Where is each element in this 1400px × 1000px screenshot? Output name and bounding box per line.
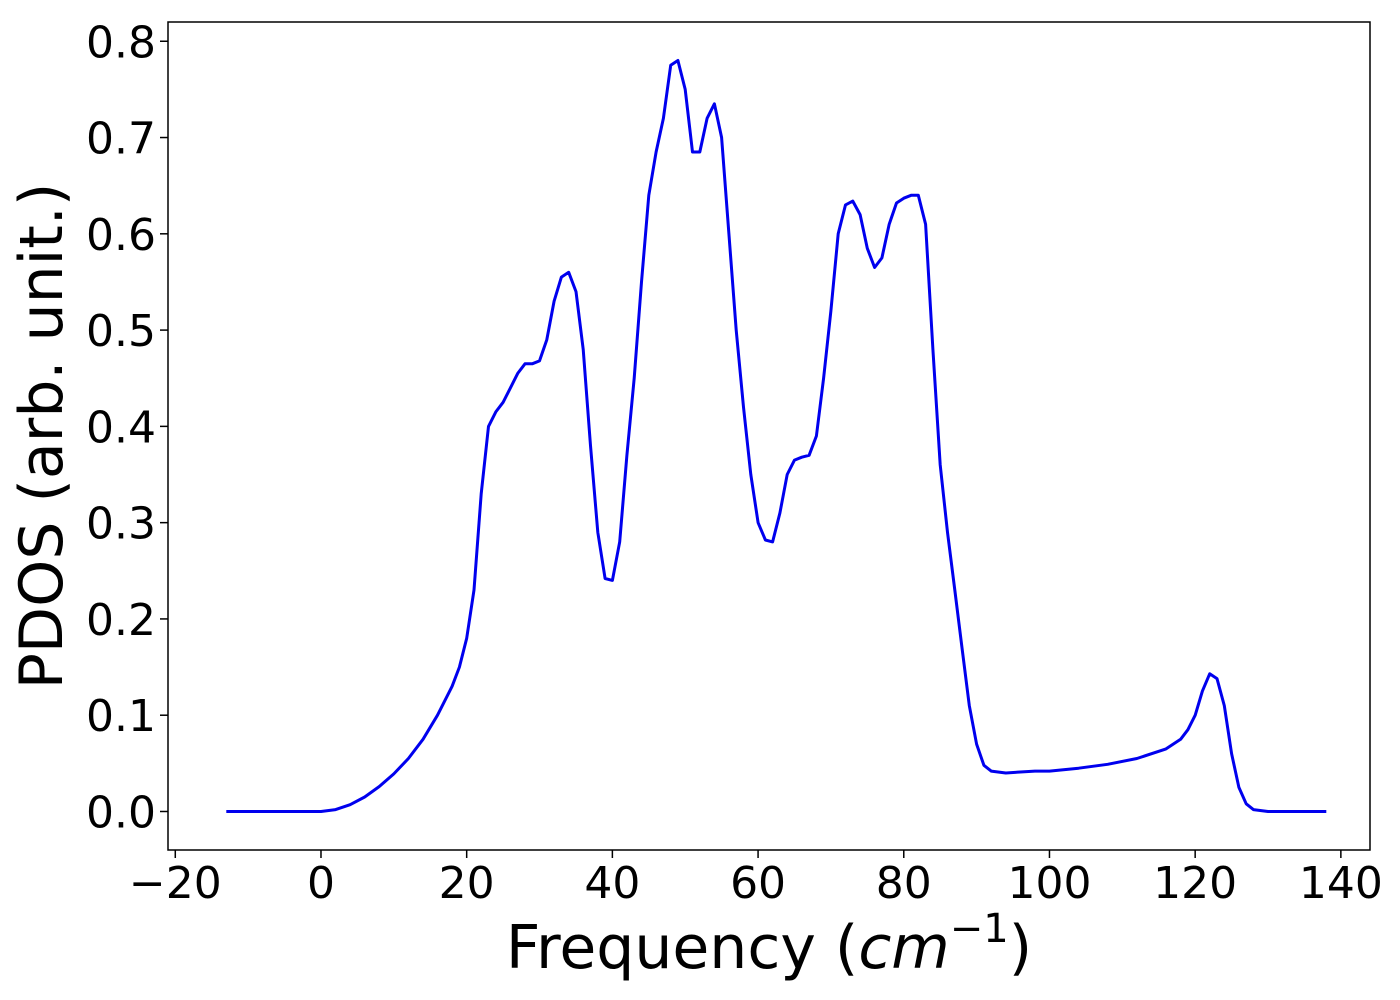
y-tick-label: 0.0 [86,787,156,838]
x-tick-label: 40 [584,858,640,909]
pdos-series-line [226,59,1327,813]
y-tick-label: 0.8 [86,17,156,68]
x-tick-label: 100 [1007,858,1091,909]
x-axis-label: Frequency (cm−1) [506,906,1032,983]
plot-area-frame [167,21,1371,851]
y-tick-label: 0.6 [86,210,156,261]
y-tick-label: 0.4 [86,402,156,453]
y-axis-label: PDOS (arb. unit.) [7,183,77,690]
y-axis: 0.0 0.1 0.2 0.3 0.4 0.5 0.6 0.7 0.8 [86,17,168,838]
x-axis-label-text: Frequency ( [506,913,858,983]
x-tick-label: −20 [129,858,222,909]
y-tick-label: 0.1 [86,691,156,742]
x-axis-label-exponent: −1 [950,906,1009,952]
series-layer [226,59,1327,813]
x-tick-label: 140 [1299,858,1383,909]
x-axis-label-unit: cm [858,913,949,983]
y-tick-label: 0.2 [86,595,156,646]
x-tick-label: 20 [439,858,495,909]
y-tick-label: 0.5 [86,306,156,357]
x-tick-label: 120 [1153,858,1237,909]
x-axis-label-close: ) [1009,913,1032,983]
x-tick-label: 0 [307,858,335,909]
x-axis: −20 0 20 40 60 80 100 120 140 [129,850,1383,909]
y-tick-label: 0.7 [86,114,156,165]
x-tick-label: 60 [730,858,786,909]
x-tick-label: 80 [876,858,932,909]
y-tick-label: 0.3 [86,499,156,550]
